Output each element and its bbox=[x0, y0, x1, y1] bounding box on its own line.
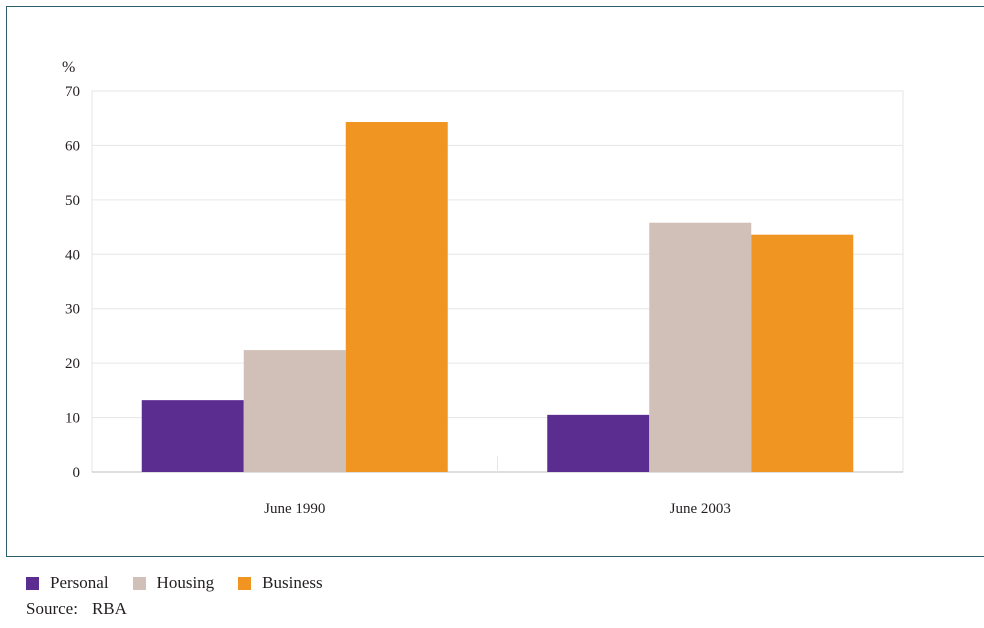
source-value: RBA bbox=[91, 599, 127, 618]
x-tick-labels: June 1990 June 2003 bbox=[264, 501, 731, 517]
bar-housing-0 bbox=[243, 350, 346, 472]
legend-label-business: Business bbox=[262, 573, 323, 592]
legend-swatch-housing bbox=[132, 576, 146, 590]
y-tick-label-40: 40 bbox=[65, 247, 80, 263]
y-tick-label-30: 30 bbox=[65, 302, 80, 318]
legend: Personal Housing Business bbox=[26, 573, 347, 593]
legend-swatch-personal bbox=[26, 576, 39, 590]
bar-business-1 bbox=[751, 234, 854, 472]
y-axis-label: % bbox=[62, 59, 75, 76]
x-tick-label-1: June 2003 bbox=[670, 501, 731, 517]
legend-label-housing: Housing bbox=[156, 573, 215, 592]
bars bbox=[141, 122, 854, 472]
y-tick-label-20: 20 bbox=[65, 356, 80, 372]
y-tick-label-50: 50 bbox=[65, 193, 80, 209]
legend-item-housing: Housing bbox=[132, 573, 215, 593]
legend-item-personal: Personal bbox=[26, 573, 109, 593]
legend-label-personal: Personal bbox=[50, 573, 109, 592]
y-tick-labels: 0 10 20 30 40 50 60 70 bbox=[65, 84, 80, 481]
y-tick-label-10: 10 bbox=[65, 411, 80, 427]
y-tick-label-0: 0 bbox=[73, 465, 81, 481]
y-tick-label-70: 70 bbox=[65, 84, 80, 100]
source-note: Source: RBA bbox=[26, 599, 127, 619]
source-label: Source: bbox=[26, 599, 78, 618]
bar-business-0 bbox=[345, 122, 448, 472]
bar-personal-1 bbox=[547, 414, 650, 472]
bar-housing-1 bbox=[649, 222, 752, 472]
chart-frame bbox=[6, 6, 984, 557]
legend-item-business: Business bbox=[238, 573, 323, 593]
legend-swatch-business bbox=[238, 576, 252, 590]
bar-personal-0 bbox=[141, 400, 244, 472]
y-tick-label-60: 60 bbox=[65, 138, 80, 154]
x-tick-label-0: June 1990 bbox=[264, 501, 325, 517]
bar-chart: 0 10 20 30 40 50 60 70 June 1990 June 2003 % bbox=[62, 59, 904, 517]
